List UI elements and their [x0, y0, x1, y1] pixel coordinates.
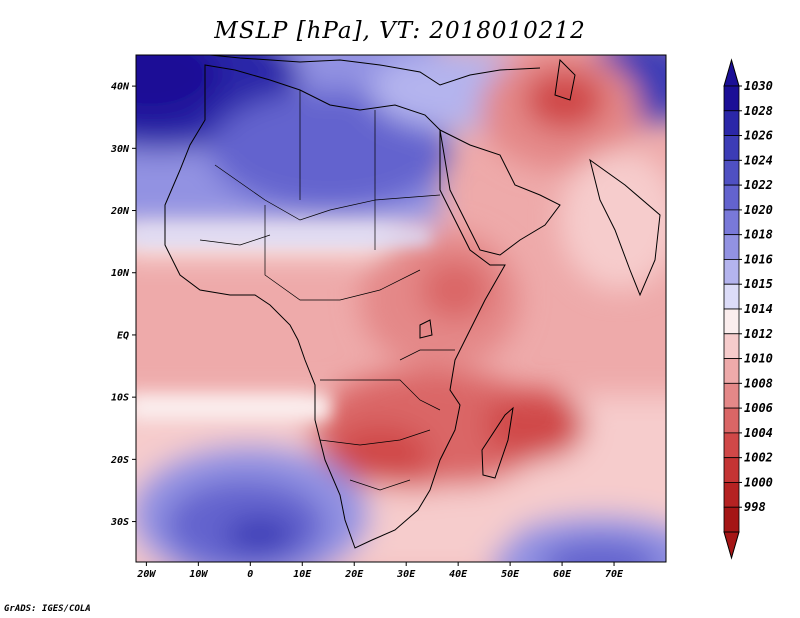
caspian-coastline [554, 58, 576, 101]
colorbar: 1030 1028 1026 1024 1022 1020 1018 1016 1015 1014… [723, 58, 773, 560]
colorbar-bottom-arrow [723, 531, 740, 560]
lat-tick-label: 30S [110, 517, 129, 528]
lon-tick-label: 10E [293, 569, 312, 580]
colorbar-label: 1030 [744, 79, 773, 93]
colorbar-label: 1028 [744, 104, 773, 118]
plot-frame [135, 54, 667, 563]
coastlines [164, 55, 661, 549]
longitude-axis: 20W 10W 0 10E 20E 30E 40E 50E 60E 70E [136, 562, 624, 580]
lon-tick-label: 50E [501, 569, 520, 580]
lat-tick-label: 20N [110, 206, 130, 217]
lon-tick-label: 70E [605, 569, 624, 580]
lon-tick-label: 10W [189, 569, 208, 580]
colorbar-label: 1016 [744, 252, 773, 266]
africa-coastline [164, 64, 506, 549]
colorbar-label: 1014 [744, 302, 773, 316]
colorbar-label: 1000 [744, 475, 773, 489]
lon-tick-label: 20E [344, 569, 364, 580]
lake-victoria [419, 319, 433, 339]
colorbar-label: 1002 [744, 451, 773, 465]
lat-tick-label: 30N [110, 144, 130, 155]
pressure-field [136, 55, 666, 562]
india-coastline [589, 158, 661, 297]
map-title: MSLP [hPa], VT: 2018010212 [214, 18, 586, 44]
colorbar-swatch [723, 85, 740, 112]
colorbar-swatch [723, 407, 740, 434]
madagascar-coastline [481, 406, 514, 479]
colorbar-swatch [723, 308, 740, 335]
colorbar-label: 1012 [744, 327, 773, 341]
colorbar-swatch [723, 382, 740, 409]
colorbar-swatch [723, 432, 740, 459]
lat-tick-label: 10S [111, 393, 129, 404]
grads-credit: GrADS: IGES/COLA [4, 604, 91, 614]
arabia-coastline [439, 129, 561, 256]
latitude-axis: 40N 30N 20N 10N EQ 10S 20S 30S [110, 82, 136, 528]
colorbar-swatch [723, 135, 740, 161]
lon-tick-label: 60E [553, 569, 572, 580]
colorbar-label: 1010 [744, 352, 773, 366]
colorbar-label: 1024 [744, 153, 773, 167]
colorbar-label: 1022 [744, 178, 773, 192]
colorbar-label: 998 [744, 500, 766, 514]
colorbar-swatch [723, 234, 740, 260]
colorbar-swatch [723, 209, 740, 236]
colorbar-swatch [723, 506, 740, 533]
lon-tick-label: 0 [247, 569, 253, 580]
lon-tick-label: 20W [136, 569, 156, 580]
colorbar-label: 1020 [744, 203, 773, 217]
colorbar-label: 1008 [744, 376, 773, 390]
colorbar-label: 1006 [744, 401, 773, 415]
colorbar-label: 1018 [744, 228, 773, 242]
europe-coastline [209, 55, 541, 86]
colorbar-label: 1004 [744, 426, 773, 440]
colorbar-swatch [723, 283, 740, 310]
colorbar-swatch [723, 333, 740, 359]
colorbar-swatch [723, 159, 740, 186]
colorbar-swatch [723, 482, 740, 508]
lon-tick-label: 40E [449, 569, 468, 580]
colorbar-swatch [723, 259, 740, 285]
colorbar-label: 1015 [744, 277, 773, 291]
lat-tick-label: 10N [111, 268, 130, 279]
colorbar-swatch [723, 110, 740, 136]
country-borders [199, 90, 455, 491]
lat-tick-label: EQ [117, 330, 129, 341]
lat-tick-label: 40N [111, 82, 130, 93]
colorbar-label: 1026 [744, 129, 773, 143]
colorbar-swatch [723, 358, 740, 384]
lat-tick-label: 20S [110, 455, 129, 466]
colorbar-swatch [723, 184, 740, 211]
colorbar-top-arrow [723, 58, 740, 87]
lon-tick-label: 30E [396, 569, 416, 580]
colorbar-swatch [723, 457, 740, 483]
